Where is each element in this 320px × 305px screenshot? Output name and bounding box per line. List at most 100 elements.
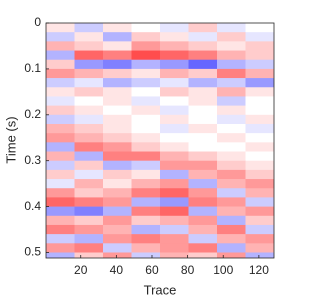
heatmap-cell	[74, 59, 104, 70]
heatmap-cell	[245, 96, 274, 106]
heatmap-cell	[46, 133, 75, 143]
heatmap-cell	[188, 114, 218, 125]
heatmap-cell	[103, 188, 132, 198]
heatmap-cell	[160, 59, 189, 70]
heatmap-cell	[103, 234, 132, 244]
heatmap-cell	[217, 234, 246, 244]
heatmap-cell	[160, 23, 189, 33]
heatmap-cell	[74, 41, 104, 51]
heatmap-cell	[160, 133, 189, 143]
heatmap-cell	[188, 50, 218, 61]
heatmap-cell	[188, 96, 218, 106]
x-axis-label: Trace	[144, 282, 177, 297]
heatmap-cell	[74, 96, 104, 106]
heatmap-cell	[160, 41, 189, 51]
chart: Trace Time (s) 20 40 60 80 100 120 0 0.1 0.2 0.3 0…	[3, 15, 275, 297]
heatmap-cell	[74, 188, 104, 198]
y-tick-label: 0.4	[24, 199, 41, 213]
heatmap-cell	[217, 59, 246, 70]
heatmap-cell	[46, 32, 75, 42]
heatmap-cell	[74, 160, 104, 171]
heatmap-cell	[245, 224, 274, 235]
heatmap-cell	[245, 105, 274, 116]
heatmap-cell	[103, 105, 132, 116]
heatmap-cell	[188, 179, 218, 189]
heatmap-cell	[74, 32, 104, 42]
heatmap-cell	[103, 206, 132, 217]
heatmap-cell	[217, 114, 246, 125]
heatmap-cell	[46, 114, 75, 125]
heatmap-cell	[131, 114, 161, 125]
heatmap-cell	[74, 234, 104, 244]
heatmap-cell	[188, 133, 218, 143]
heatmap-cell	[245, 179, 274, 189]
heatmap-cell	[188, 105, 218, 116]
heatmap-cell	[217, 133, 246, 143]
heatmap-cell	[46, 215, 75, 226]
heatmap-cell	[188, 123, 218, 134]
heatmap-cell	[188, 224, 218, 235]
heatmap-cell	[131, 188, 161, 198]
heatmap-cell	[131, 87, 161, 97]
heatmap-cell	[160, 179, 189, 189]
heatmap-cell	[131, 160, 161, 171]
y-tick-label: 0.2	[24, 107, 41, 121]
heatmap-cell	[188, 23, 218, 33]
heatmap-cell	[160, 96, 189, 106]
heatmap-cell	[46, 87, 75, 97]
heatmap-cell	[245, 160, 274, 171]
heatmap-cell	[131, 234, 161, 244]
heatmap-cell	[103, 59, 132, 70]
heatmap-cell	[217, 224, 246, 235]
heatmap-cell	[131, 142, 161, 152]
heatmap-cell	[217, 206, 246, 217]
heatmap-cell	[188, 188, 218, 198]
heatmap-cell	[131, 78, 161, 88]
heatmap-cell	[245, 197, 274, 207]
heatmap-cell	[160, 234, 189, 244]
heatmap-cell	[103, 41, 132, 51]
heatmap-cell	[217, 87, 246, 97]
heatmap-cell	[245, 169, 274, 180]
x-tick-label: 100	[213, 263, 233, 277]
heatmap-cell	[74, 123, 104, 134]
heatmap-cell	[46, 78, 75, 88]
heatmap-cell	[188, 252, 218, 258]
heatmap-cell	[46, 188, 75, 198]
heatmap-cell	[245, 78, 274, 88]
heatmap-cell	[245, 133, 274, 143]
heatmap-cell	[131, 206, 161, 217]
heatmap-cell	[188, 160, 218, 171]
heatmap-cell	[160, 105, 189, 116]
heatmap-cell	[245, 215, 274, 226]
heatmap-cell	[217, 96, 246, 106]
heatmap-cell	[46, 50, 75, 61]
heatmap-cell	[131, 41, 161, 51]
heatmap-cell	[131, 59, 161, 70]
heatmap-cell	[217, 160, 246, 171]
heatmap-cell	[74, 114, 104, 125]
heatmap-cell	[160, 68, 189, 79]
heatmap-cell	[217, 32, 246, 42]
heatmap-cell	[46, 179, 75, 189]
heatmap-cell	[188, 142, 218, 152]
heatmap-cell	[245, 32, 274, 42]
heatmap-cell	[245, 50, 274, 61]
heatmap-cell	[103, 179, 132, 189]
heatmap-cell	[188, 41, 218, 51]
heatmap-cell	[160, 197, 189, 207]
heatmap-cell	[131, 23, 161, 33]
heatmap-cell	[74, 78, 104, 88]
heatmap-cell	[160, 206, 189, 217]
heatmap-cell	[131, 215, 161, 226]
heatmap-cell	[74, 224, 104, 235]
y-tick-label: 0.3	[24, 153, 41, 167]
heatmap-cell	[103, 68, 132, 79]
heatmap-cell	[103, 215, 132, 226]
heatmap-cell	[245, 87, 274, 97]
heatmap-cell	[217, 252, 246, 258]
x-tick-label: 120	[249, 263, 269, 277]
heatmap-cell	[160, 78, 189, 88]
heatmap-cell	[188, 215, 218, 226]
heatmap-cell	[160, 224, 189, 235]
